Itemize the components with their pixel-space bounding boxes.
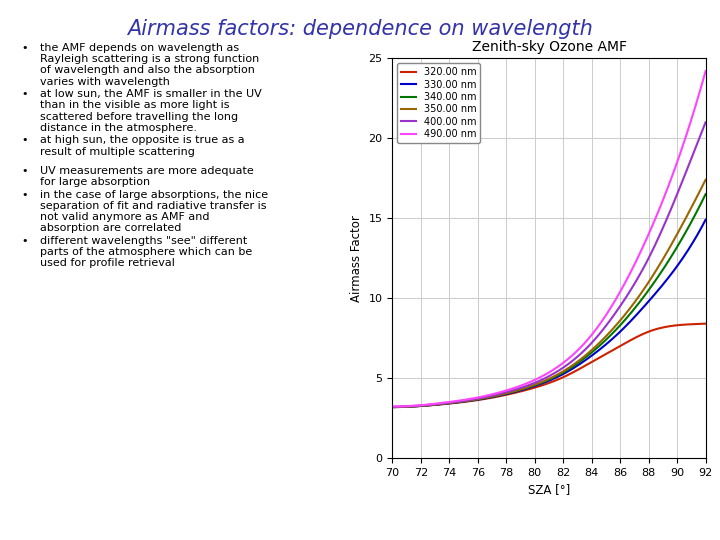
Text: distance in the atmosphere.: distance in the atmosphere. (40, 123, 197, 133)
330.00 nm (701, 217, 710, 223)
330.00 nm (645, 297, 654, 303)
490.00 nm (701, 68, 710, 75)
340.00 nm (388, 404, 397, 410)
490.00 nm (537, 373, 546, 380)
330.00 nm (575, 361, 584, 368)
340.00 nm (575, 359, 583, 366)
350.00 nm (388, 404, 397, 410)
340.00 nm (557, 370, 566, 376)
320.00 nm (537, 382, 546, 389)
400.00 nm (645, 254, 654, 260)
350.00 nm (645, 278, 654, 285)
320.00 nm (575, 366, 583, 373)
Text: absorption are correlated: absorption are correlated (40, 223, 181, 233)
320.00 nm (557, 375, 566, 381)
Text: UV measurements are more adequate: UV measurements are more adequate (40, 166, 253, 176)
320.00 nm (388, 404, 397, 410)
340.00 nm (537, 380, 546, 386)
490.00 nm (694, 92, 703, 98)
Text: •: • (22, 89, 28, 99)
Line: 350.00 nm: 350.00 nm (392, 180, 706, 407)
Text: for large absorption: for large absorption (40, 177, 150, 187)
400.00 nm (701, 119, 710, 125)
490.00 nm (389, 403, 397, 410)
340.00 nm (694, 206, 703, 212)
Text: in the case of large absorptions, the nice: in the case of large absorptions, the ni… (40, 190, 268, 200)
320.00 nm (694, 321, 703, 327)
320.00 nm (539, 382, 547, 388)
Text: varies with wavelength: varies with wavelength (40, 77, 169, 86)
340.00 nm (701, 191, 710, 198)
Y-axis label: Airmass Factor: Airmass Factor (350, 215, 363, 301)
350.00 nm (539, 378, 547, 384)
490.00 nm (539, 372, 548, 379)
Text: Introduction to Measurement Techniques in Environmental Physics, A. Richter, Sum: Introduction to Measurement Techniques i… (9, 522, 455, 530)
Text: different wavelengths "see" different: different wavelengths "see" different (40, 236, 247, 246)
330.00 nm (389, 404, 397, 410)
Line: 490.00 nm: 490.00 nm (392, 71, 706, 407)
Text: of wavelength and also the absorption: of wavelength and also the absorption (40, 65, 254, 76)
350.00 nm (694, 191, 703, 198)
340.00 nm (645, 286, 654, 293)
330.00 nm (537, 380, 546, 387)
Text: •: • (22, 136, 28, 145)
Line: 340.00 nm: 340.00 nm (392, 194, 706, 407)
Text: 11: 11 (696, 521, 711, 531)
350.00 nm (701, 177, 710, 183)
Line: 320.00 nm: 320.00 nm (392, 323, 706, 407)
X-axis label: SZA [°]: SZA [°] (528, 483, 570, 496)
330.00 nm (558, 371, 567, 377)
Text: than in the visible as more light is: than in the visible as more light is (40, 100, 229, 110)
490.00 nm (645, 228, 654, 235)
320.00 nm (645, 328, 654, 335)
350.00 nm (537, 379, 546, 386)
340.00 nm (539, 379, 547, 386)
Text: at low sun, the AMF is smaller in the UV: at low sun, the AMF is smaller in the UV (40, 89, 261, 99)
Text: •: • (22, 236, 28, 246)
Line: 400.00 nm: 400.00 nm (392, 122, 706, 407)
490.00 nm (575, 346, 584, 352)
350.00 nm (575, 357, 583, 364)
Title: Zenith-sky Ozone AMF: Zenith-sky Ozone AMF (472, 40, 626, 55)
Line: 330.00 nm: 330.00 nm (392, 220, 706, 407)
400.00 nm (537, 377, 546, 383)
330.00 nm (539, 380, 548, 386)
Text: •: • (22, 166, 28, 176)
330.00 nm (388, 404, 397, 410)
400.00 nm (539, 376, 547, 382)
490.00 nm (388, 403, 397, 410)
Text: the AMF depends on wavelength as: the AMF depends on wavelength as (40, 43, 239, 53)
Text: at high sun, the opposite is true as a: at high sun, the opposite is true as a (40, 136, 244, 145)
400.00 nm (388, 403, 397, 410)
Text: parts of the atmosphere which can be: parts of the atmosphere which can be (40, 247, 252, 257)
Text: result of multiple scattering: result of multiple scattering (40, 146, 194, 157)
400.00 nm (694, 138, 703, 145)
Text: scattered before travelling the long: scattered before travelling the long (40, 112, 238, 122)
Text: Airmass factors: dependence on wavelength: Airmass factors: dependence on wavelengt… (127, 19, 593, 39)
Text: •: • (22, 190, 28, 200)
330.00 nm (694, 230, 703, 236)
Legend: 320.00 nm, 330.00 nm, 340.00 nm, 350.00 nm, 400.00 nm, 490.00 nm: 320.00 nm, 330.00 nm, 340.00 nm, 350.00 … (397, 63, 480, 143)
Text: Rayleigh scattering is a strong function: Rayleigh scattering is a strong function (40, 55, 259, 64)
Text: not valid anymore as AMF and: not valid anymore as AMF and (40, 212, 209, 222)
Text: separation of fit and radiative transfer is: separation of fit and radiative transfer… (40, 201, 266, 211)
Text: used for profile retrieval: used for profile retrieval (40, 258, 174, 268)
400.00 nm (575, 352, 583, 359)
400.00 nm (557, 365, 566, 372)
350.00 nm (557, 369, 566, 375)
Text: •: • (22, 43, 28, 53)
320.00 nm (701, 320, 710, 327)
490.00 nm (558, 360, 567, 367)
